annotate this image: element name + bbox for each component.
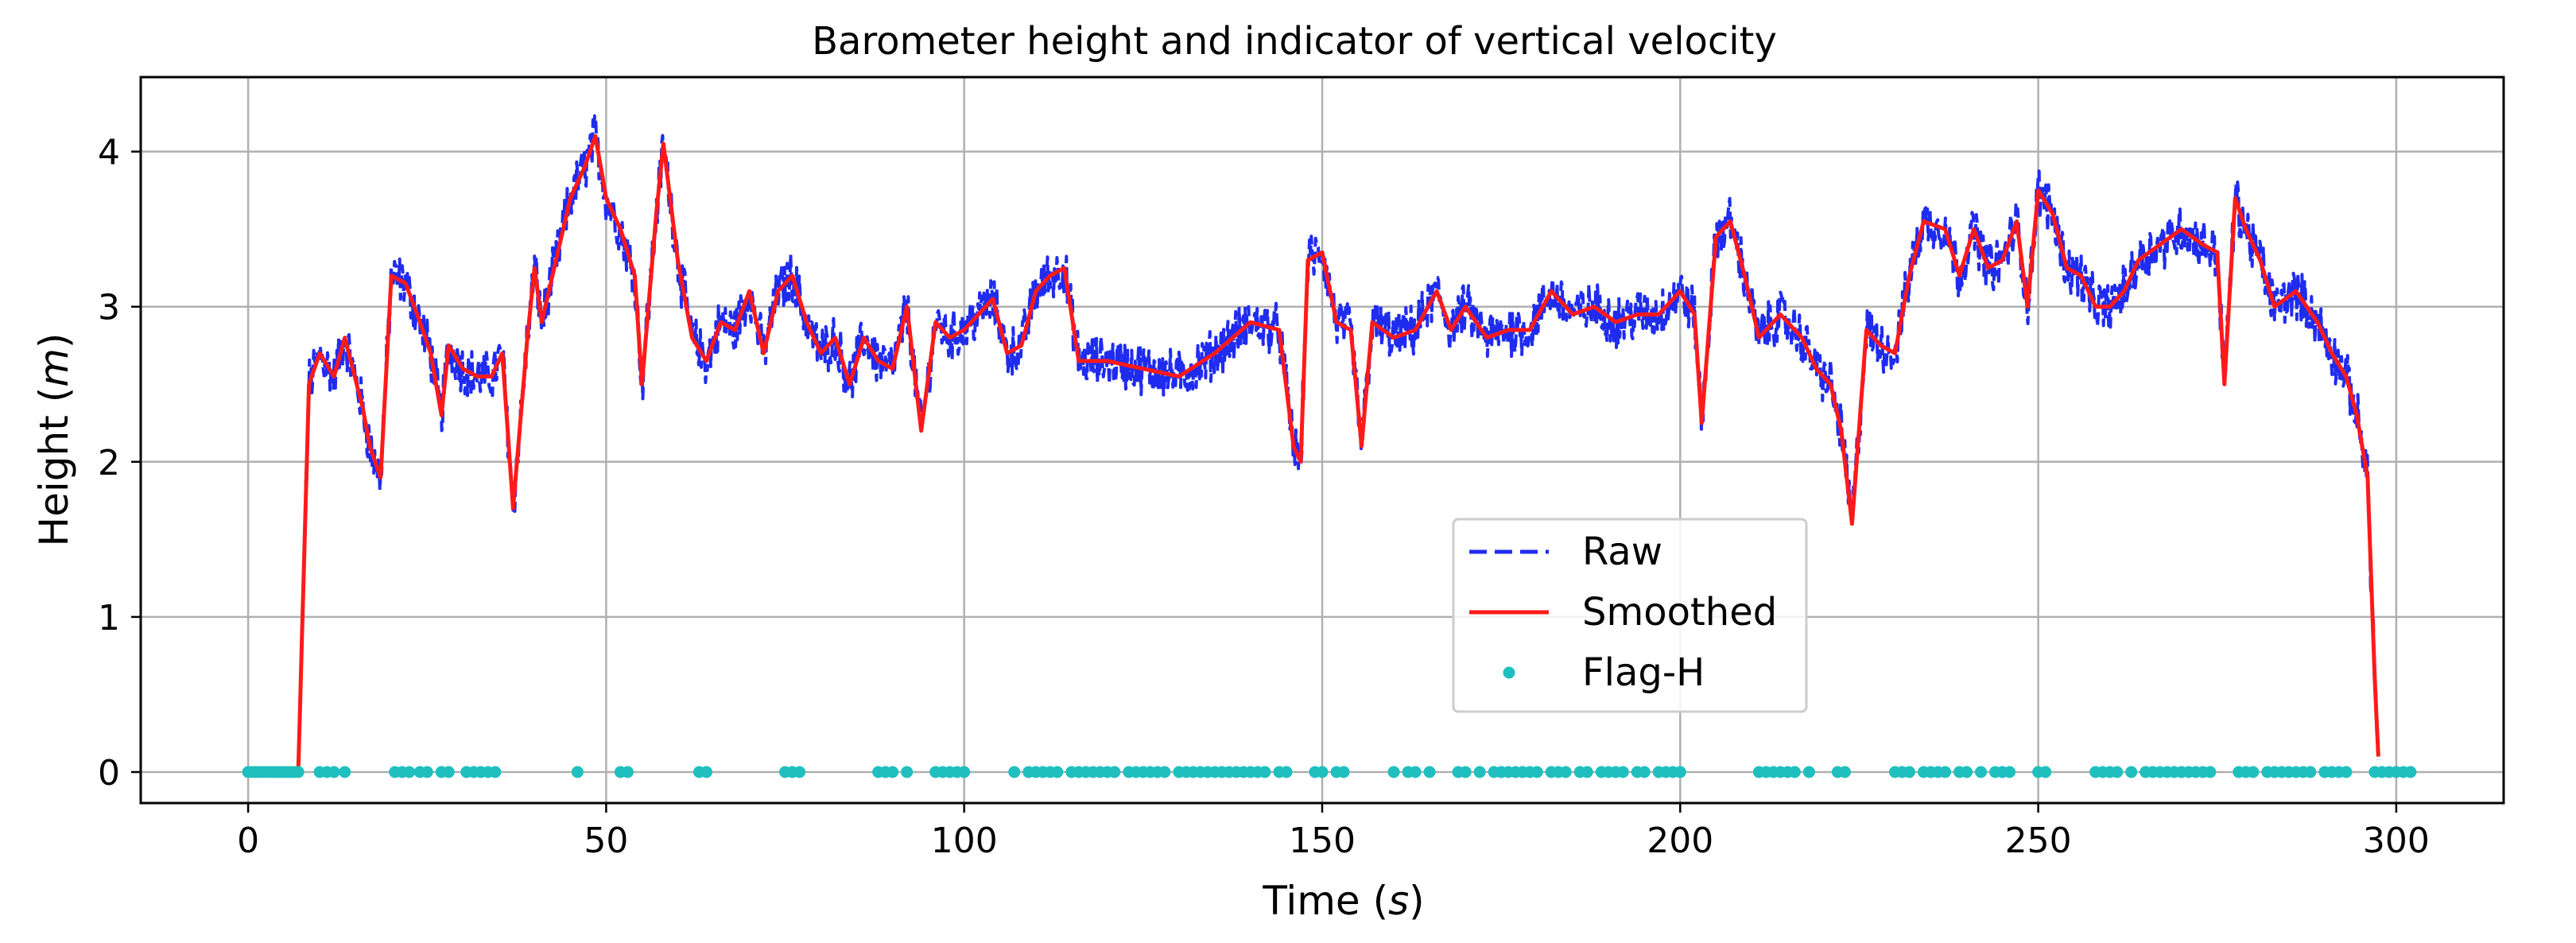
flag-point (2204, 766, 2217, 778)
flag-point (2404, 766, 2417, 778)
flag-point (1903, 766, 1915, 778)
flag-point (1337, 766, 1350, 778)
flag-point (1473, 766, 1486, 778)
flag-point (1409, 766, 1422, 778)
x-tick-label: 300 (2363, 821, 2430, 861)
flag-point (292, 766, 305, 778)
flag-point (1975, 766, 1988, 778)
flag-point (2340, 766, 2353, 778)
y-axis-label-prefix: Height ( (31, 387, 77, 547)
flag-point (1939, 766, 1952, 778)
x-tick-label: 150 (1289, 821, 1356, 861)
flag-point (1559, 766, 1572, 778)
y-tick-label: 2 (98, 443, 120, 483)
flag-point (1802, 766, 1815, 778)
flag-point (2304, 766, 2317, 778)
x-axis-label-unit: s (1388, 878, 1409, 924)
y-tick-label: 3 (98, 288, 120, 328)
flag-series-layer (242, 766, 2417, 778)
x-tick-label: 200 (1647, 821, 1713, 861)
flag-point (1423, 766, 1436, 778)
flag-point (886, 766, 899, 778)
flag-point (2247, 766, 2260, 778)
flag-point (1788, 766, 1801, 778)
y-tick-label: 1 (98, 598, 120, 638)
flag-point (1158, 766, 1171, 778)
flag-point (1259, 766, 1271, 778)
axis-ticks: 0 50 100 150 200 250 300 0 1 2 3 4 (98, 133, 2430, 861)
flag-point (2004, 766, 2016, 778)
x-axis-label-prefix: Time ( (1262, 878, 1388, 924)
flag-point (2039, 766, 2052, 778)
flag-point (793, 766, 806, 778)
flag-point (421, 766, 433, 778)
y-tick-label: 0 (98, 753, 120, 794)
y-axis-label: Height (m) (31, 333, 77, 547)
flag-point (1280, 766, 1293, 778)
flag-point (1838, 766, 1851, 778)
flag-point (958, 766, 971, 778)
flag-point (1316, 766, 1329, 778)
flag-point (1581, 766, 1593, 778)
x-tick-label: 0 (237, 821, 259, 861)
legend-raw-label: Raw (1582, 530, 1662, 574)
flag-point (1674, 766, 1686, 778)
flag-point (1008, 766, 1021, 778)
flag-point (901, 766, 914, 778)
x-tick-label: 50 (584, 821, 628, 861)
flag-point (1530, 766, 1543, 778)
flag-point (571, 766, 584, 778)
legend-box (1452, 518, 1808, 713)
y-axis-label-unit: m (31, 348, 77, 387)
legend: Raw Smoothed Flag-H (1452, 518, 1808, 713)
flag-point (328, 766, 340, 778)
flag-point (1459, 766, 1472, 778)
y-tick-label: 4 (98, 133, 120, 173)
flag-point (1108, 766, 1121, 778)
flag-point (442, 766, 455, 778)
flag-point (2111, 766, 2124, 778)
grid-lines (141, 77, 2504, 803)
flag-point (489, 766, 502, 778)
raw-series-line (297, 114, 2380, 773)
legend-flag-label: Flag-H (1582, 650, 1705, 695)
flag-point (1387, 766, 1400, 778)
x-tick-label: 100 (931, 821, 998, 861)
y-axis-label-suffix: ) (31, 333, 77, 349)
flag-point (1961, 766, 1973, 778)
smoothed-series-layer (296, 134, 2380, 773)
x-tick-label: 250 (2005, 821, 2072, 861)
flag-point (1616, 766, 1629, 778)
smoothed-series-line (296, 134, 2380, 773)
flag-point (339, 766, 351, 778)
chart-title: Barometer height and indicator of vertic… (812, 19, 1777, 64)
flag-point (1051, 766, 1064, 778)
raw-series-layer (297, 114, 2380, 773)
flag-point (1638, 766, 1651, 778)
flag-point (2125, 766, 2138, 778)
flag-point (403, 766, 416, 778)
flag-point (621, 766, 634, 778)
flag-point (700, 766, 712, 778)
x-axis-label: Time (s) (1262, 878, 1424, 924)
x-axis-label-suffix: ) (1409, 878, 1425, 924)
legend-smoothed-label: Smoothed (1582, 590, 1777, 634)
legend-flag-swatch (1503, 666, 1515, 679)
